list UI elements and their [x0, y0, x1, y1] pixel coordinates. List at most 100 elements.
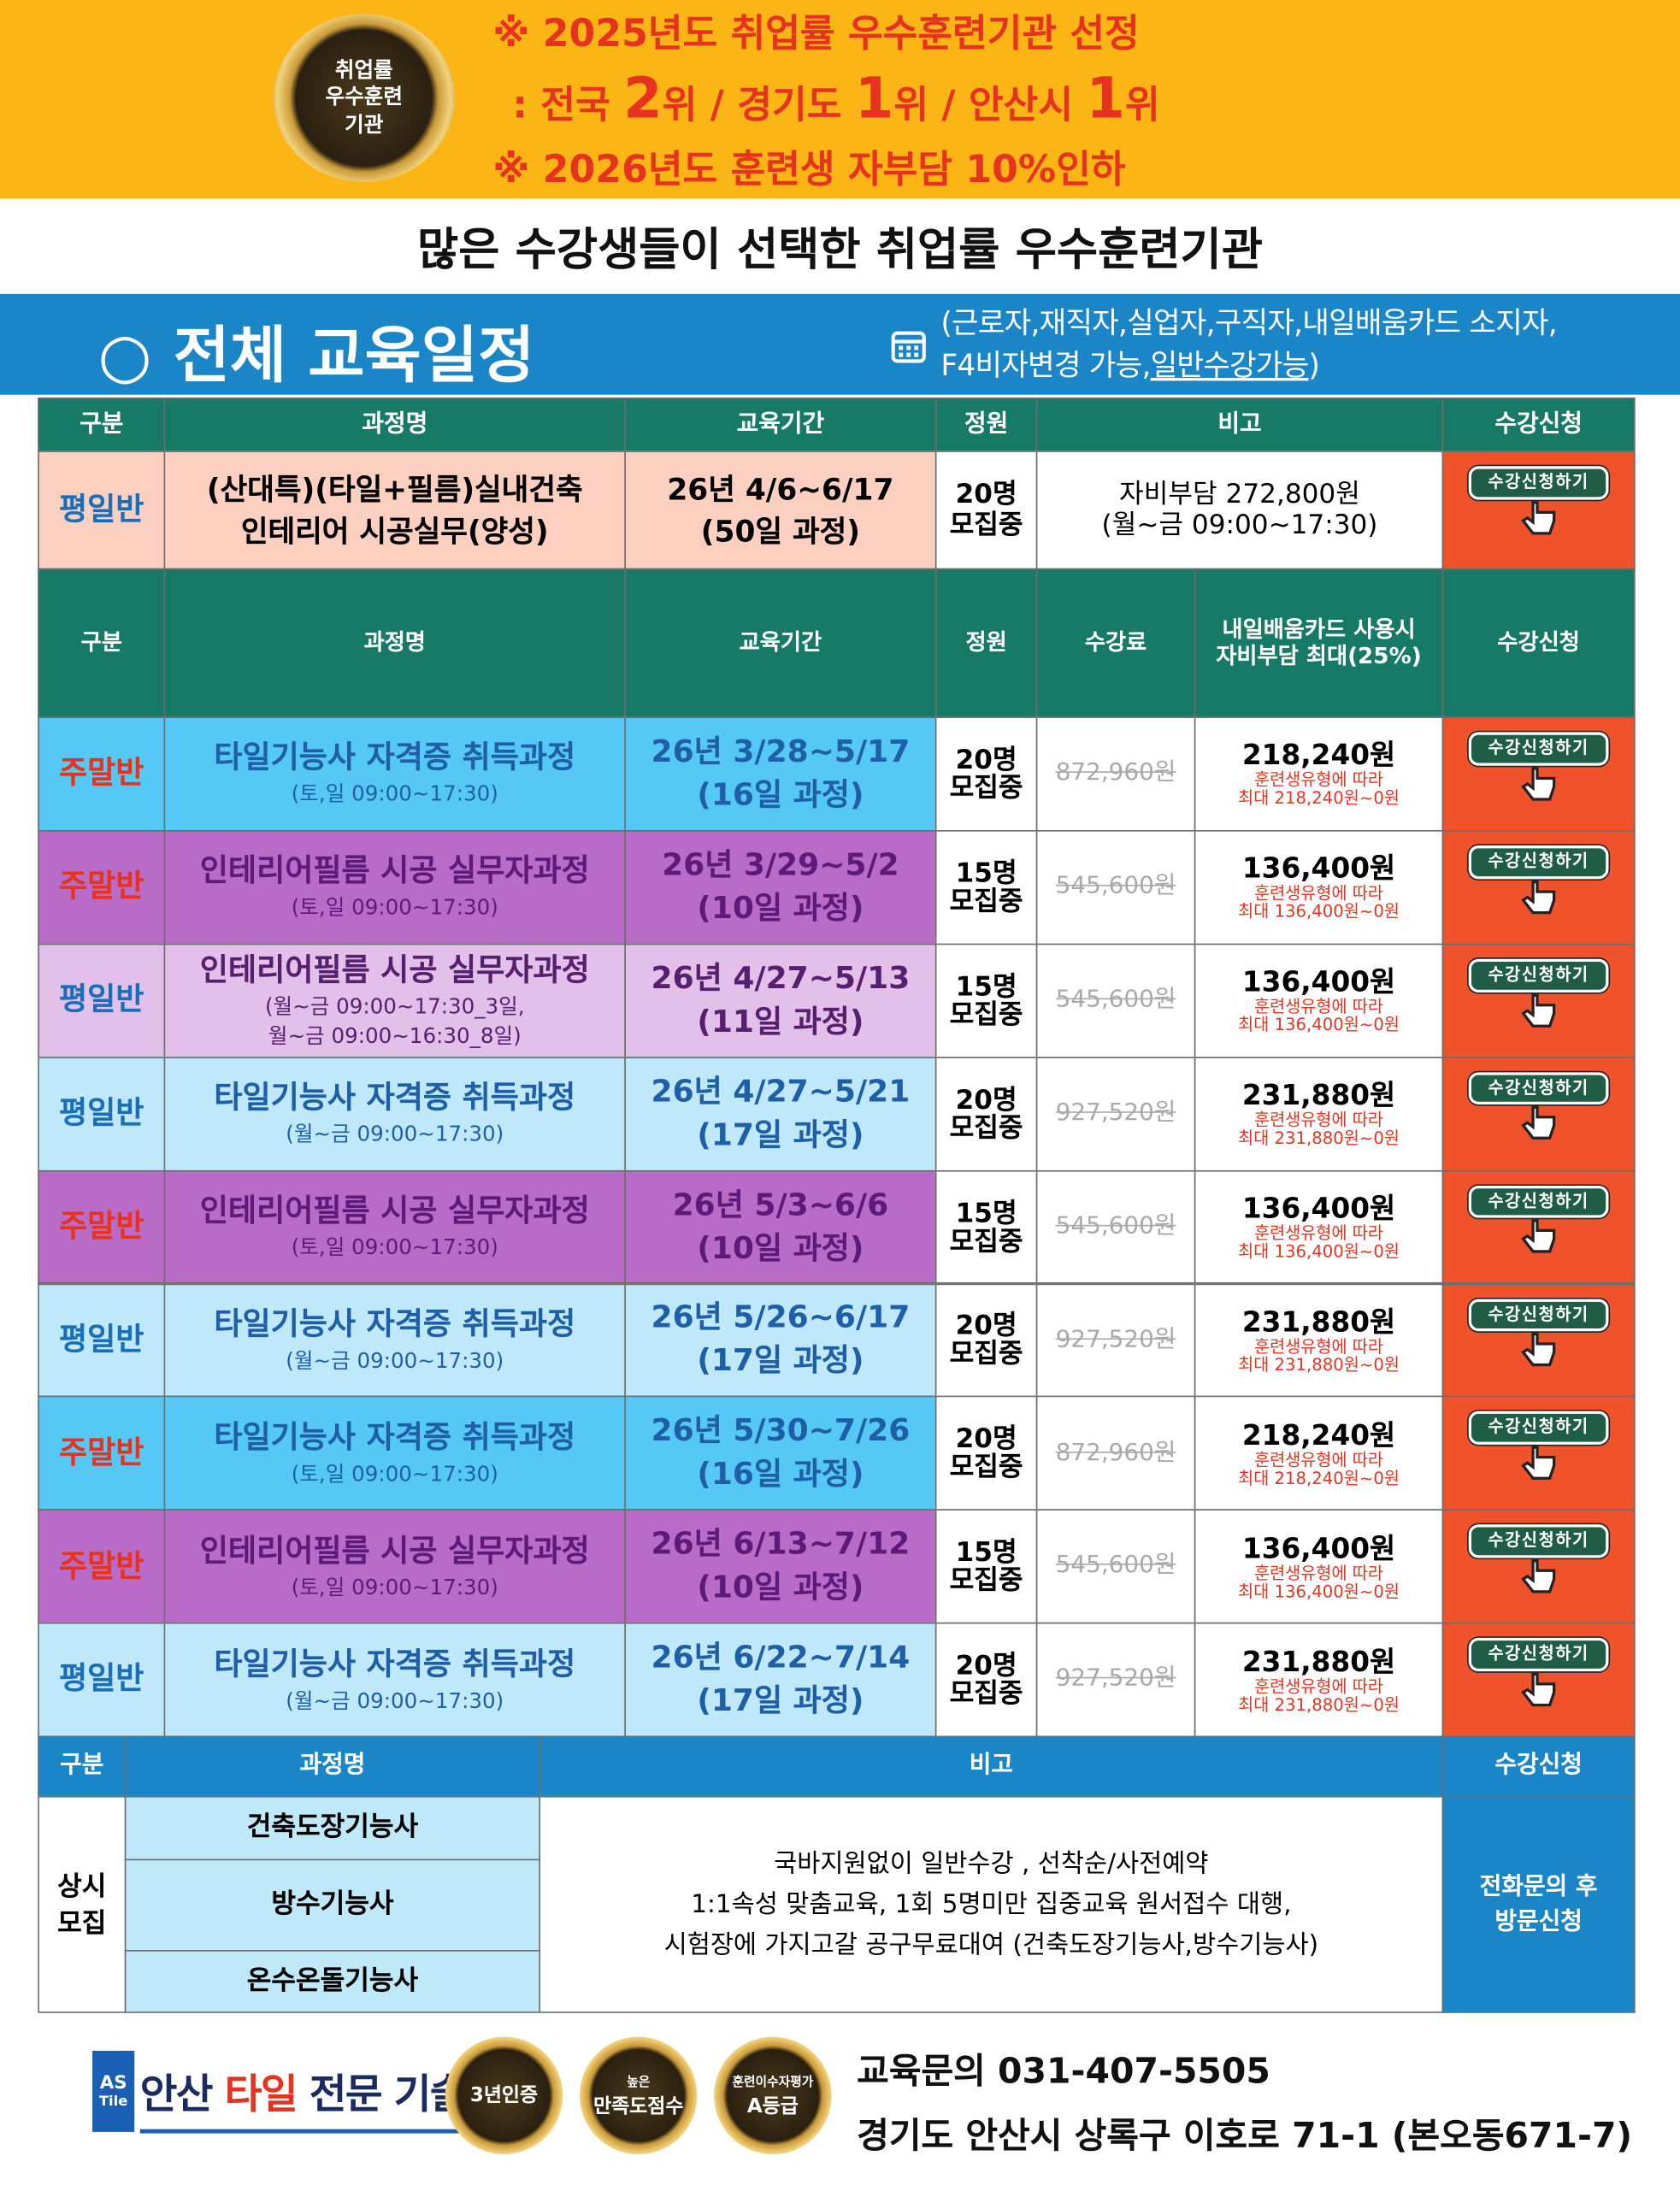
period: 26년 5/26~6/17	[651, 1300, 911, 1336]
period: (17일 과정)	[697, 1684, 864, 1720]
self-pay-note: 최대 136,400원~0원	[1238, 1241, 1400, 1262]
badge-text: 3년인증	[469, 2083, 539, 2106]
apply-button[interactable]: 수강신청하기	[1468, 1524, 1609, 1558]
apply-button[interactable]: 수강신청하기	[1468, 845, 1609, 879]
rank: 2	[623, 67, 663, 132]
course-cell: 인테리어필름 시공 실무자과정 (토,일 09:00~17:30)	[163, 829, 626, 945]
apply-cell: 수강신청하기	[1441, 716, 1636, 832]
capacity: 20명	[955, 1084, 1017, 1116]
type: 평일반	[58, 1322, 144, 1358]
fee-cell: 927,520원	[1035, 1623, 1196, 1738]
period: (10일 과정)	[697, 891, 864, 927]
schedule: (토,일 09:00~17:30)	[291, 1461, 498, 1487]
apply-button[interactable]: 수강신청하기	[1468, 1071, 1609, 1105]
capacity: 15명	[955, 970, 1017, 1003]
type: 주말반	[58, 1549, 144, 1584]
apply-cell: 전화문의 후 방문신청	[1441, 1795, 1636, 2013]
period: 26년 5/3~6/6	[672, 1187, 889, 1223]
apply-cell: 수강신청하기	[1441, 1509, 1636, 1624]
apply-button[interactable]: 수강신청하기	[1468, 1638, 1609, 1672]
fee-cell: 927,520원	[1035, 1282, 1196, 1398]
self-pay-cell: 136,400원 훈련생유형에 따라 최대 136,400원~0원	[1194, 1169, 1444, 1285]
course-cell: 타일기능사 자격증 취득과정 (월~금 09:00~17:30)	[163, 1623, 626, 1738]
footer-badge: 3년인증	[445, 2036, 563, 2155]
text: 위	[1124, 84, 1160, 128]
section-title: ○ 전체 교육일정	[97, 320, 535, 392]
status: 모집중	[949, 1112, 1023, 1144]
self-pay-note: 훈련생유형에 따라	[1254, 1563, 1383, 1583]
section-note: (근로자,재직자,실업자,구직자,내일배움카드 소지자, F4비자변경 가능,일…	[940, 303, 1557, 386]
self-pay-note: 최대 231,880원~0원	[1238, 1128, 1400, 1148]
status: 모집중	[949, 772, 1023, 804]
note: (월~금 09:00~17:30)	[1101, 509, 1378, 540]
badge-text: A등급	[746, 2095, 799, 2118]
header-text: 정원	[964, 409, 1009, 439]
schedule: (토,일 09:00~17:30)	[291, 781, 498, 807]
type-cell: 주말반	[38, 829, 166, 945]
hand-icon	[1521, 1219, 1556, 1254]
type: 평일반	[58, 1096, 144, 1132]
header-cell: 과정명	[163, 568, 626, 719]
self-pay-note: 훈련생유형에 따라	[1254, 1110, 1383, 1130]
period: 26년 6/13~7/12	[651, 1527, 911, 1563]
self-pay-note: 최대 136,400원~0원	[1238, 1015, 1400, 1035]
self-pay: 136,400원	[1241, 851, 1396, 886]
header-text: 과정명	[362, 409, 428, 439]
fee-cell: 927,520원	[1035, 1056, 1196, 1171]
course: 타일기능사 자격증 취득과정	[214, 1420, 576, 1456]
apply-button[interactable]: 수강신청하기	[1468, 466, 1609, 500]
apply-button[interactable]: 수강신청하기	[1468, 732, 1609, 766]
header-cell: 과정명	[163, 398, 626, 452]
note-line: F4비자변경 가능,일반수강가능)	[940, 345, 1556, 386]
course: 방수기능사	[271, 1888, 394, 1920]
footer-badge: 높은 만족도점수	[579, 2036, 698, 2155]
period: 26년 3/29~5/2	[662, 848, 899, 883]
course-cell: (산대특)(타일+필름)실내건축 인테리어 시공실무(양성)	[163, 451, 626, 570]
apply-cell: 수강신청하기	[1441, 1056, 1636, 1171]
apply-cell: 수강신청하기	[1441, 1396, 1636, 1511]
self-pay-note: 최대 136,400원~0원	[1238, 1581, 1400, 1601]
capacity: 15명	[955, 1197, 1017, 1228]
hand-icon	[1521, 1446, 1556, 1481]
type: 상시	[57, 1870, 107, 1902]
apply-text: 전화문의 후	[1479, 1872, 1598, 1900]
fee: 545,600원	[1055, 1552, 1176, 1580]
self-pay-note: 훈련생유형에 따라	[1254, 1676, 1383, 1697]
header-text: 구분	[80, 628, 122, 656]
course: 인테리어 시공실무(양성)	[240, 514, 549, 549]
apply-button[interactable]: 수강신청하기	[1468, 1298, 1609, 1332]
header-cell: 구분	[38, 1735, 127, 1798]
status: 모집중	[949, 1678, 1023, 1710]
hand-icon	[1521, 1106, 1556, 1140]
section-bar: ○ 전체 교육일정 (근로자,재직자,실업자,구직자,내일배움카드 소지자, F…	[0, 293, 1680, 395]
type-cell: 평일반	[38, 1056, 166, 1171]
hand-icon	[1521, 500, 1556, 535]
course: 인테리어필름 시공 실무자과정	[199, 952, 590, 988]
type-cell: 주말반	[38, 1509, 166, 1624]
calendar-icon	[891, 331, 926, 363]
apply-button[interactable]: 수강신청하기	[1468, 1411, 1609, 1446]
capacity: 20명	[955, 1311, 1017, 1342]
header-text: 수강신청	[1497, 628, 1580, 656]
period: 26년 4/27~5/13	[651, 961, 911, 997]
period-cell: 26년 4/27~5/21 (17일 과정)	[624, 1056, 937, 1171]
apply-button[interactable]: 수강신청하기	[1468, 958, 1609, 992]
capacity-cell: 20명 모집중	[934, 1623, 1038, 1738]
schedule: (토,일 09:00~17:30)	[291, 1574, 498, 1600]
type: 주말반	[58, 1209, 144, 1245]
capacity: 15명	[955, 1537, 1017, 1569]
apply-button[interactable]: 수강신청하기	[1468, 1185, 1609, 1219]
contact: 교육문의 031-407-5505 경기도 안산시 상록구 이호로 71-1 (…	[857, 2040, 1632, 2169]
schedule: 월~금 09:00~16:30_8일)	[268, 1022, 522, 1049]
capacity-cell: 20명 모집중	[934, 1282, 1038, 1398]
course-cell: 건축도장기능사	[124, 1795, 541, 1861]
self-pay-note: 최대 231,880원~0원	[1238, 1694, 1400, 1715]
text: : 전국	[512, 84, 624, 128]
header-text: 내일배움카드 사용시	[1222, 616, 1416, 643]
apply-cell: 수강신청하기	[1441, 829, 1636, 945]
banner-line: ※ 2026년도 훈련생 자부담 10%인하	[492, 148, 1126, 192]
self-pay: 231,880원	[1241, 1078, 1396, 1112]
banner-line: : 전국 2위 / 경기도 1위 / 안산시 1위	[492, 68, 1159, 139]
logo-mark-text: AS	[99, 2073, 127, 2094]
period: 26년 3/28~5/17	[651, 734, 911, 770]
